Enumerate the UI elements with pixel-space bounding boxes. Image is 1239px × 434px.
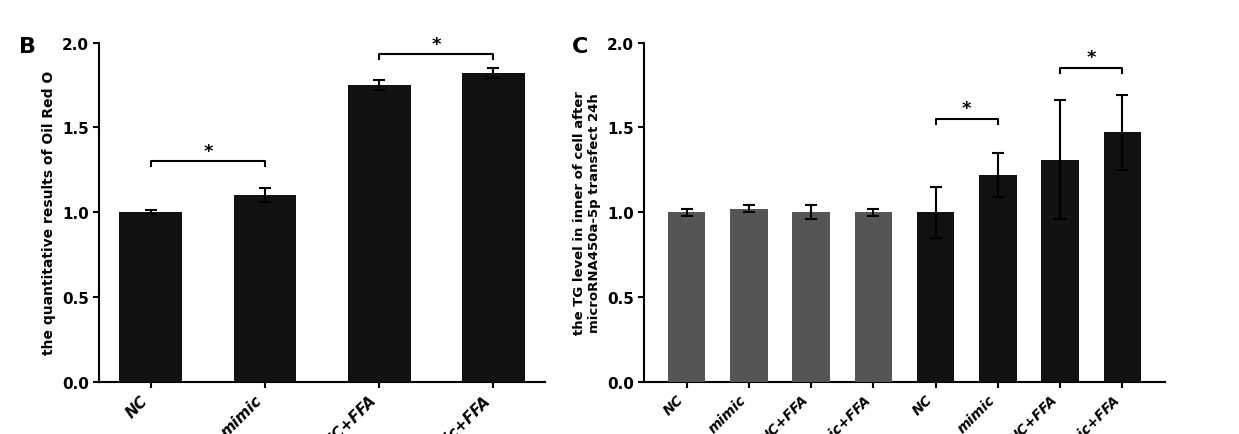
Text: *: *: [961, 100, 971, 118]
Text: C: C: [571, 36, 587, 56]
Bar: [855, 213, 892, 382]
Text: *: *: [1087, 49, 1097, 67]
Bar: [793, 213, 830, 382]
Bar: [119, 213, 182, 382]
Bar: [234, 196, 296, 382]
Bar: [348, 86, 410, 382]
Bar: [462, 74, 525, 382]
Text: *: *: [203, 142, 213, 160]
Text: B: B: [19, 36, 36, 56]
Bar: [730, 209, 767, 382]
Bar: [979, 175, 1016, 382]
Y-axis label: the TG level in inner of cell after
microRNA450a-5p transfect 24h: the TG level in inner of cell after micr…: [574, 91, 601, 334]
Text: *: *: [431, 36, 441, 53]
Bar: [1042, 160, 1079, 382]
Bar: [1104, 133, 1141, 382]
Y-axis label: the quantitative results of Oil Red O: the quantitative results of Oil Red O: [42, 71, 56, 355]
Bar: [668, 213, 705, 382]
Bar: [917, 213, 954, 382]
